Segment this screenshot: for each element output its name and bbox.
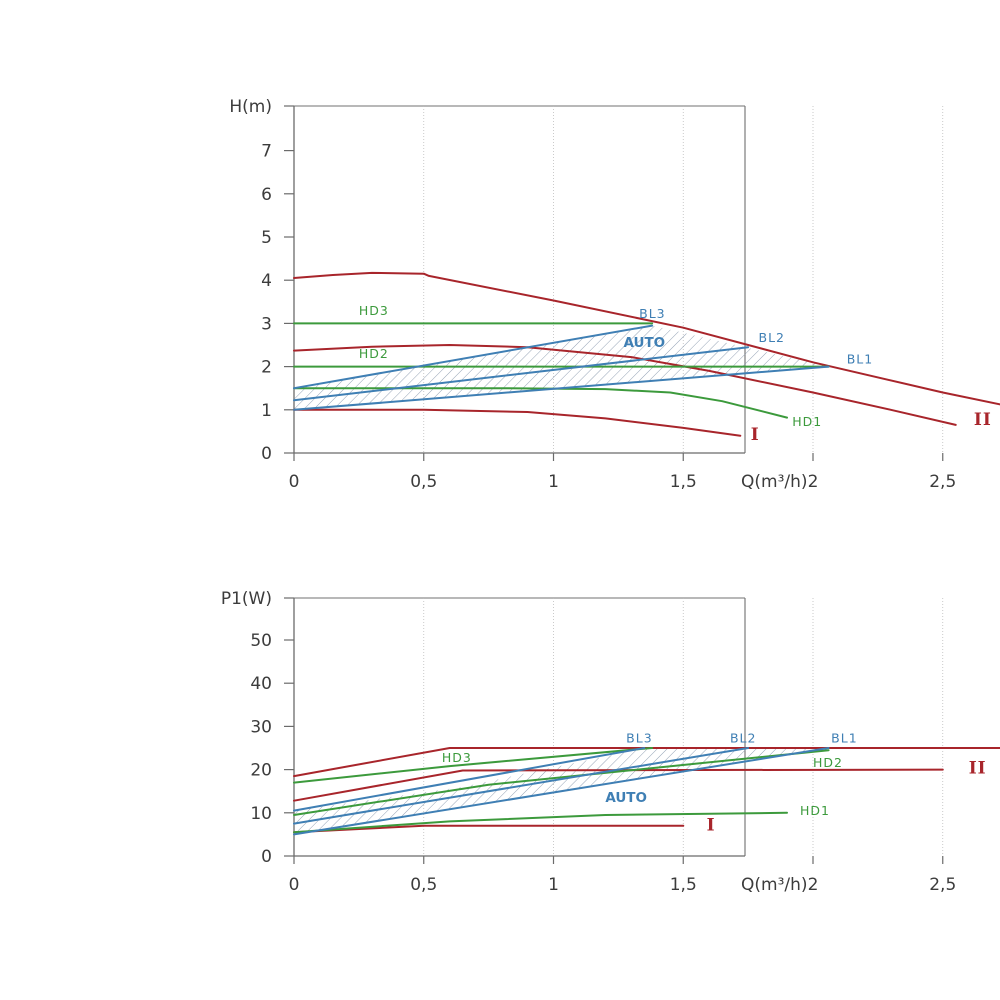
y-tick-label: 6 [261, 185, 272, 205]
series-label-bl3: BL3 [626, 730, 653, 745]
series-label-hd3: HD3 [359, 303, 389, 318]
x-tick-label: 0 [289, 875, 300, 895]
y-tick-label: 0 [261, 444, 272, 464]
y-tick-label: 2 [261, 358, 272, 378]
series-label-hd2: HD2 [813, 755, 843, 770]
y-tick-label: 50 [250, 631, 272, 651]
y-tick-label: 20 [250, 761, 272, 781]
series-label-ii: II [969, 758, 987, 778]
curve-ii [293, 768, 944, 802]
curve-bl3 [293, 747, 646, 812]
auto-region [294, 325, 829, 410]
series-label-bl3: BL3 [639, 306, 666, 321]
y-tick-label: 3 [261, 314, 272, 334]
curve-hd1 [293, 387, 788, 419]
series-label-i: I [751, 425, 760, 445]
y-tick-label: 7 [261, 142, 272, 162]
auto-label: AUTO [623, 335, 665, 351]
y-tick-label: 5 [261, 228, 272, 248]
x-tick-label: 0,5 [410, 875, 437, 895]
curve-iii [293, 271, 1000, 406]
head-flow-chart: 01234567H(m)00,511,522,53Q(m³/h)AUTOIIII… [229, 97, 1000, 492]
x-axis-label: Q(m³/h) [741, 472, 808, 492]
y-tick-label: 1 [261, 401, 272, 421]
y-tick-label: 4 [261, 271, 272, 291]
x-tick-label: 1 [548, 875, 559, 895]
curve-iii [293, 747, 1000, 778]
x-tick-label: 2,5 [929, 472, 956, 492]
curve-bl2 [293, 346, 750, 402]
y-tick-label: 40 [250, 674, 272, 694]
x-tick-label: 1,5 [670, 875, 697, 895]
y-axis-label: P1(W) [221, 589, 272, 609]
series-label-hd2: HD2 [359, 346, 389, 361]
curve-hd2 [293, 749, 830, 816]
series-label-bl2: BL2 [730, 730, 757, 745]
curve-bl2 [293, 747, 750, 825]
power-flow-chart: 01020304050P1(W)00,511,522,53Q(m³/h)AUTO… [221, 589, 1000, 895]
curve-bl3 [293, 324, 654, 390]
y-tick-label: 0 [261, 847, 272, 867]
x-tick-label: 2 [808, 472, 819, 492]
curve-hd3 [293, 747, 654, 784]
series-label-bl2: BL2 [759, 330, 786, 345]
series-label-bl1: BL1 [847, 352, 874, 367]
curve-bl1 [293, 747, 830, 836]
x-axis-label: Q(m³/h) [741, 875, 808, 895]
y-tick-label: 10 [250, 804, 272, 824]
curve-i [293, 408, 742, 437]
series-label-hd1: HD1 [800, 803, 830, 818]
curve-hd1 [293, 811, 788, 834]
series-label-ii: II [974, 410, 992, 430]
x-tick-label: 1 [548, 472, 559, 492]
series-label-i: I [707, 816, 716, 836]
x-tick-label: 1,5 [670, 472, 697, 492]
auto-label: AUTO [605, 790, 647, 806]
x-tick-label: 2,5 [929, 875, 956, 895]
series-label-hd1: HD1 [792, 414, 822, 429]
x-tick-label: 2 [808, 875, 819, 895]
x-tick-label: 0,5 [410, 472, 437, 492]
x-tick-label: 0 [289, 472, 300, 492]
series-label-hd3: HD3 [442, 750, 472, 765]
curve-bl1 [293, 365, 830, 411]
y-axis-label: H(m) [229, 97, 272, 117]
y-tick-label: 30 [250, 717, 272, 737]
series-label-bl1: BL1 [831, 730, 858, 745]
curve-ii [293, 344, 957, 426]
